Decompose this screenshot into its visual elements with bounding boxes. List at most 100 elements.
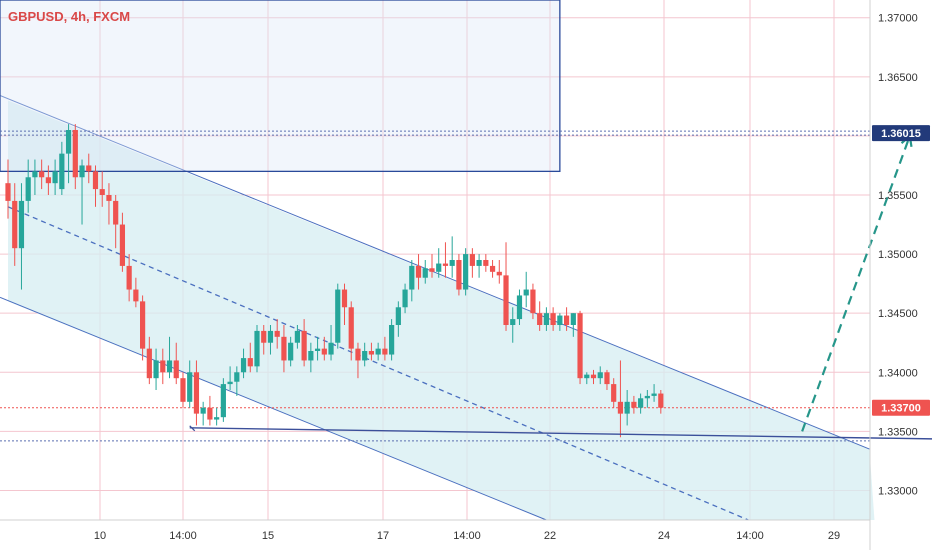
candle-body (604, 372, 610, 385)
candle-body (382, 348, 388, 355)
candle-body (409, 265, 415, 290)
candle-body (335, 289, 341, 343)
candle-body (328, 342, 334, 355)
candle-body (99, 189, 105, 195)
candle-body (160, 360, 166, 373)
current-price-badge (872, 399, 930, 416)
y-tick-label: 1.35000 (878, 249, 918, 261)
channel-fill (8, 100, 875, 521)
candle-body (362, 351, 368, 361)
candle-body (321, 348, 327, 355)
candle-body (638, 398, 644, 408)
candle-body (355, 348, 361, 361)
candle-body (308, 351, 314, 361)
candle-body (402, 289, 408, 308)
candle-body (86, 165, 92, 172)
candle-body (597, 372, 603, 379)
candle-body (207, 407, 213, 420)
candle-body (496, 271, 502, 276)
candle-body (247, 358, 253, 367)
candle-body (12, 200, 18, 249)
candle-body (220, 384, 226, 418)
candle-body (442, 263, 449, 266)
candle-body (72, 130, 78, 178)
candle-body (314, 348, 321, 351)
candle-body (113, 200, 119, 225)
candle-body (106, 195, 112, 201)
candle-body (274, 330, 280, 337)
candle-body (557, 315, 563, 325)
candle-body (240, 358, 247, 373)
y-tick-label: 1.33500 (878, 426, 918, 438)
x-tick-label: 24 (658, 530, 670, 542)
candle-body (52, 171, 58, 184)
price-badge-label: 1.36015 (881, 128, 921, 140)
candle-body (510, 319, 516, 325)
candle-body (348, 307, 354, 349)
candle-body (5, 183, 11, 201)
candle-body (375, 348, 381, 355)
x-tick-label: 29 (828, 530, 840, 542)
candle-body (288, 342, 294, 361)
candle-body (166, 360, 173, 373)
candle-body (140, 301, 146, 349)
candle-body (254, 330, 260, 367)
candle-body (187, 372, 193, 402)
candle-body (395, 307, 401, 325)
candle-body (537, 313, 543, 325)
channel-upper-line (0, 94, 870, 450)
candle-body (503, 275, 509, 325)
candle-body (261, 330, 267, 343)
y-tick-label: 1.33000 (878, 485, 918, 497)
candle-body (18, 200, 25, 249)
candle-body (341, 289, 348, 308)
candle-body (79, 165, 85, 178)
candle-body (577, 313, 583, 379)
support-line (189, 427, 932, 440)
candle-body (368, 351, 375, 355)
candle-body (550, 313, 556, 325)
candle-body (59, 153, 65, 190)
candle-body (449, 260, 455, 266)
candle-body (267, 330, 274, 343)
y-tick-label: 1.36500 (878, 72, 918, 84)
candle-body (45, 177, 51, 184)
candle-body (617, 401, 624, 414)
candle-body (173, 360, 179, 379)
candle-body (422, 268, 428, 278)
support-line-tick (189, 425, 196, 432)
candle-body (200, 407, 206, 414)
candle-body (32, 171, 38, 178)
candle-body (234, 372, 240, 382)
candle-body (65, 130, 72, 154)
candle-body (415, 265, 422, 278)
candles (5, 124, 664, 438)
candle-body (456, 260, 462, 290)
channel-lower-line (0, 296, 547, 521)
candle-body (489, 265, 496, 272)
candle-body (214, 417, 220, 420)
candle-body (429, 268, 435, 272)
rectangle-box (0, 0, 561, 173)
candle-body (133, 289, 139, 302)
candle-body (516, 295, 523, 320)
candle-body (469, 254, 475, 266)
projection-arrow (801, 135, 911, 432)
x-tick-label: 14:00 (453, 530, 481, 542)
x-tick-label: 10 (94, 530, 106, 542)
candle-body (476, 260, 482, 266)
x-tick-label: 14:00 (736, 530, 764, 542)
candle-body (644, 395, 650, 399)
candle-body (180, 378, 186, 402)
candle-body (543, 313, 549, 325)
candle-body (281, 336, 287, 361)
candle-body (611, 384, 617, 402)
drawings-back (0, 0, 875, 521)
candle-body (92, 171, 99, 190)
candle-body (570, 313, 576, 325)
candle-body (119, 224, 126, 266)
candle-body (590, 374, 597, 379)
candle-body (530, 289, 536, 314)
